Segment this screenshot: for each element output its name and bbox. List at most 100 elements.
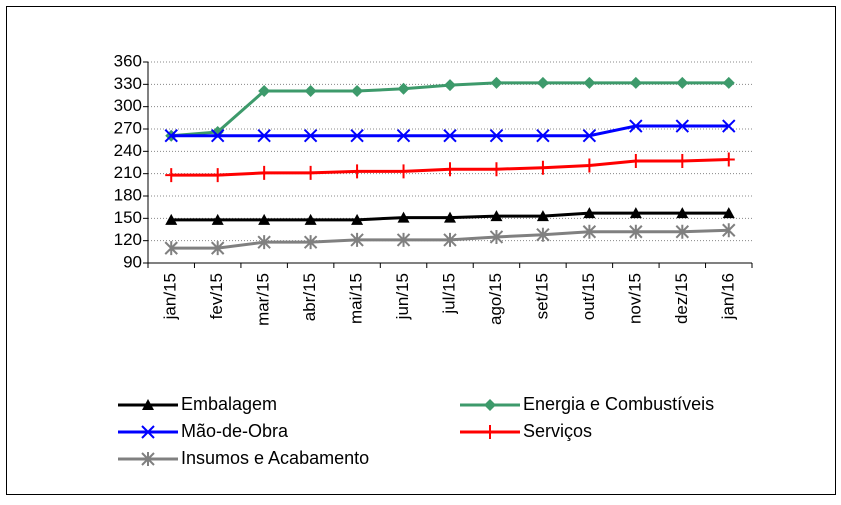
x-tick-label: jan/16 [718, 273, 737, 320]
marker [443, 232, 457, 247]
marker [303, 235, 318, 250]
marker [443, 128, 457, 143]
marker [629, 76, 642, 89]
marker [490, 210, 503, 222]
marker [722, 119, 736, 133]
marker [583, 207, 596, 219]
marker [258, 165, 271, 180]
x-tick-label: set/15 [532, 273, 551, 319]
marker [484, 399, 496, 411]
marker [304, 213, 317, 225]
x-tick-label: ago/15 [486, 273, 505, 325]
marker [490, 76, 503, 89]
marker [675, 119, 690, 133]
marker [211, 213, 224, 225]
legend-label: Energia e Combustíveis [523, 394, 714, 414]
legend-label: Serviços [523, 421, 592, 441]
marker [676, 76, 689, 89]
marker [210, 241, 225, 256]
x-tick-label: nov/15 [625, 273, 644, 324]
marker [351, 164, 364, 179]
marker [350, 128, 364, 143]
marker [582, 128, 597, 143]
y-tick-label: 210 [114, 163, 142, 182]
marker [444, 162, 456, 177]
marker [675, 224, 690, 239]
marker [258, 213, 271, 225]
marker [351, 213, 364, 225]
x-tick-label: fev/15 [207, 273, 226, 319]
marker [536, 227, 550, 242]
marker [629, 224, 643, 239]
legend-item: Energia e Combustíveis [460, 394, 714, 414]
x-tick-label: jul/15 [439, 273, 458, 315]
marker [444, 79, 456, 92]
x-tick-label: abr/15 [300, 273, 319, 321]
marker [396, 232, 411, 247]
marker [722, 207, 735, 219]
y-tick-label: 240 [114, 141, 142, 160]
marker [722, 76, 735, 89]
legend-item: Embalagem [118, 394, 277, 414]
y-tick-label: 90 [123, 252, 142, 271]
marker [257, 235, 271, 250]
marker [676, 154, 689, 169]
marker [396, 128, 411, 143]
marker [676, 207, 689, 219]
legend-label: Insumos e Acabamento [181, 448, 369, 468]
y-tick-label: 360 [114, 51, 142, 70]
x-tick-label: dez/15 [672, 273, 691, 324]
marker [351, 85, 364, 98]
legend-item: Mão-de-Obra [118, 421, 289, 441]
y-tick-label: 150 [114, 208, 142, 227]
y-tick-label: 300 [114, 96, 142, 115]
marker [211, 168, 224, 183]
marker [722, 152, 735, 167]
y-tick-label: 330 [114, 74, 142, 93]
marker [164, 128, 178, 143]
marker [490, 162, 503, 177]
marker [722, 223, 736, 238]
x-tick-label: out/15 [579, 273, 598, 320]
marker [397, 164, 410, 179]
marker [257, 128, 271, 143]
marker [629, 119, 643, 133]
marker [536, 210, 549, 222]
marker [536, 160, 549, 175]
y-tick-label: 180 [114, 185, 142, 204]
legend-label: Mão-de-Obra [181, 421, 289, 441]
marker [164, 241, 178, 256]
y-tick-label: 270 [114, 118, 142, 137]
marker [142, 399, 154, 410]
legend-item: Insumos e Acabamento [118, 448, 369, 468]
marker [141, 452, 155, 466]
marker [304, 165, 317, 180]
marker [304, 85, 317, 98]
marker [489, 229, 504, 244]
legend-item: Serviços [460, 421, 592, 441]
marker [629, 207, 642, 219]
marker [210, 128, 225, 143]
marker [141, 425, 155, 439]
marker [484, 425, 496, 439]
marker [489, 128, 504, 143]
marker [629, 154, 642, 169]
marker [350, 232, 364, 247]
marker [582, 224, 597, 239]
x-tick-label: mar/15 [254, 273, 273, 326]
marker [258, 85, 271, 98]
x-tick-label: mai/15 [347, 273, 366, 324]
y-tick-label: 120 [114, 230, 142, 249]
legend-label: Embalagem [181, 394, 277, 414]
marker [536, 76, 549, 89]
marker [444, 211, 456, 223]
x-tick-label: jan/15 [161, 273, 180, 320]
x-tick-label: jun/15 [393, 273, 412, 320]
marker [397, 211, 410, 223]
marker [583, 76, 596, 89]
marker [536, 128, 550, 143]
marker [397, 82, 410, 95]
marker [303, 128, 318, 143]
marker [583, 158, 596, 173]
